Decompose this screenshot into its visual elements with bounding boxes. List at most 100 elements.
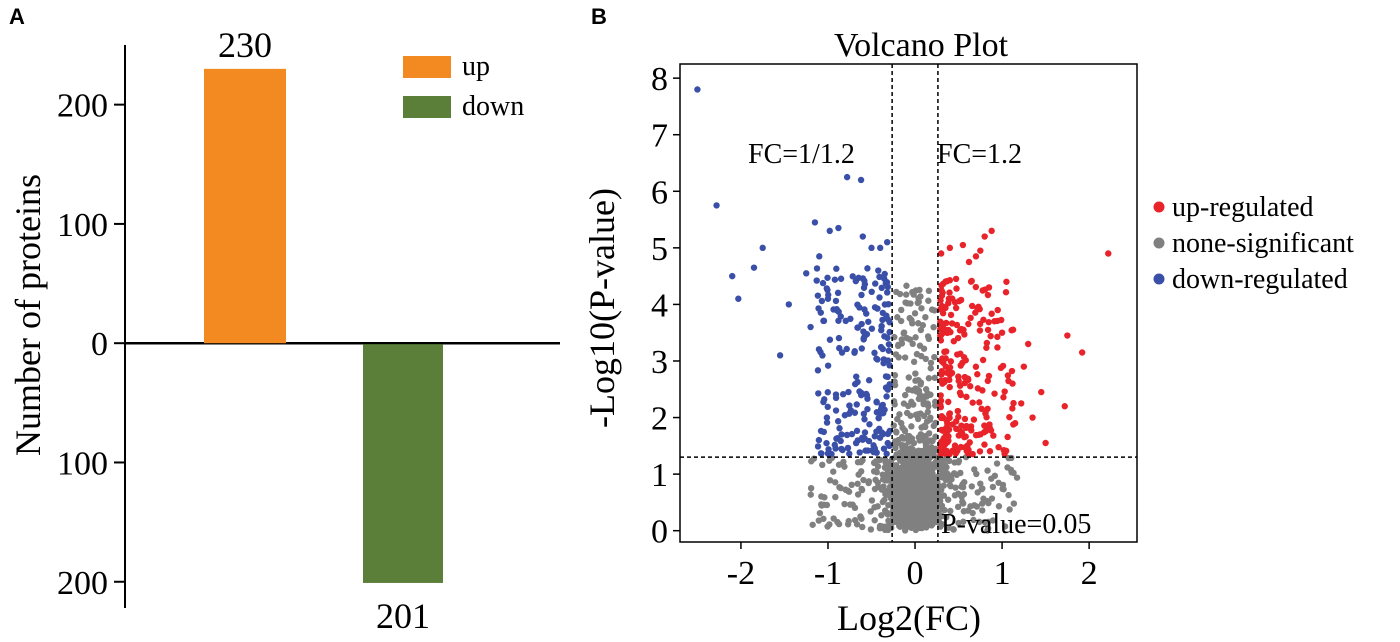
none-significant-point <box>910 484 917 492</box>
up-regulated-point <box>966 439 973 446</box>
down-regulated-point <box>858 291 865 299</box>
up-regulated-point <box>956 389 964 396</box>
down-regulated-point <box>861 429 869 436</box>
down-regulated-point <box>873 428 880 435</box>
bar-down-data-label: 201 <box>376 596 430 636</box>
none-significant-point <box>928 512 936 519</box>
up-regulated-point <box>957 428 964 435</box>
down-regulated-point <box>832 407 840 414</box>
down-regulated-point <box>865 318 872 325</box>
none-significant-point <box>885 517 892 524</box>
none-significant-point <box>874 503 881 510</box>
up-regulated-point <box>1008 367 1016 375</box>
down-regulated-point <box>819 279 827 287</box>
down-regulated-point <box>885 341 893 348</box>
up-regulated-point <box>976 327 984 334</box>
down-regulated-point <box>818 297 826 305</box>
none-significant-point <box>902 291 910 298</box>
up-regulated-point <box>937 250 945 257</box>
down-regulated-point <box>839 446 846 454</box>
up-regulated-point <box>978 405 985 413</box>
none-significant-point <box>807 484 815 492</box>
none-significant-point <box>908 398 915 406</box>
none-significant-point <box>915 298 923 306</box>
none-significant-point <box>991 472 999 480</box>
none-significant-point <box>808 458 815 465</box>
up-regulated-point <box>983 339 991 347</box>
up-regulated-point <box>937 377 945 384</box>
down-regulated-point <box>828 450 835 458</box>
down-regulated-point <box>884 373 891 381</box>
up-regulated-point <box>959 241 967 249</box>
none-significant-point <box>927 359 935 367</box>
volcano-x-tick-label: 2 <box>1081 555 1098 592</box>
down-regulated-point <box>874 356 881 363</box>
none-significant-point <box>841 500 848 508</box>
none-significant-point <box>917 293 924 300</box>
legend-label-down: down <box>462 91 524 122</box>
down-regulated-point <box>885 347 892 354</box>
down-regulated-point <box>883 312 890 319</box>
volcano-x-tick-label: -1 <box>814 555 842 592</box>
down-regulated-point <box>824 274 831 281</box>
down-regulated-point <box>886 362 893 369</box>
down-regulated-point <box>853 373 860 380</box>
down-regulated-point <box>836 425 843 432</box>
up-regulated-point <box>957 362 964 369</box>
down-regulated-point <box>849 273 856 280</box>
none-significant-point <box>984 525 992 532</box>
down-regulated-point <box>851 380 859 388</box>
up-regulated-point <box>958 325 965 333</box>
up-regulated-point <box>946 244 954 252</box>
none-significant-point <box>911 520 918 527</box>
none-significant-point <box>925 464 933 472</box>
up-regulated-point <box>994 306 1001 314</box>
none-significant-point <box>912 497 919 504</box>
none-significant-point <box>925 375 933 382</box>
down-regulated-point <box>815 305 822 312</box>
up-regulated-point <box>1061 403 1068 410</box>
down-regulated-point <box>824 295 832 302</box>
up-regulated-point <box>944 420 951 427</box>
none-significant-point <box>826 521 833 528</box>
up-regulated-points <box>937 227 1112 458</box>
up-regulated-point <box>945 326 952 334</box>
bar-up-data-label: 230 <box>218 25 272 65</box>
down-regulated-point <box>880 409 887 417</box>
up-regulated-point <box>1105 250 1112 257</box>
none-significant-point <box>947 507 954 515</box>
bar-down <box>363 344 443 583</box>
up-regulated-point <box>991 390 998 397</box>
none-significant-point <box>1013 474 1021 481</box>
up-regulated-point <box>1003 278 1010 285</box>
none-significant-point <box>908 423 915 430</box>
up-regulated-point <box>963 447 970 455</box>
none-significant-point <box>937 523 944 530</box>
up-regulated-point <box>995 443 1002 451</box>
none-significant-point <box>917 326 925 334</box>
none-significant-point <box>834 518 841 526</box>
up-regulated-point <box>1018 400 1025 407</box>
down-regulated-point <box>863 391 871 399</box>
down-regulated-point <box>877 343 885 351</box>
up-regulated-point <box>937 444 944 452</box>
none-significant-point <box>925 297 932 304</box>
up-regulated-point <box>1008 327 1015 334</box>
volcano-y-tick-label: 1 <box>651 457 668 494</box>
down-regulated-point <box>848 430 856 438</box>
up-regulated-point <box>1000 394 1007 401</box>
down-regulated-point <box>884 289 891 296</box>
none-significant-point <box>898 336 905 343</box>
up-regulated-point <box>994 317 1001 325</box>
none-significant-point <box>872 458 880 465</box>
none-significant-point <box>871 517 878 524</box>
down-regulated-point <box>834 289 842 297</box>
volcano-x-tick-label: 0 <box>907 555 924 592</box>
down-regulated-point <box>883 279 891 286</box>
none-significant-point <box>954 503 962 511</box>
none-significant-point <box>905 471 913 478</box>
down-regulated-point <box>852 439 860 447</box>
down-regulated-point <box>858 345 865 352</box>
none-significant-point <box>826 457 833 464</box>
